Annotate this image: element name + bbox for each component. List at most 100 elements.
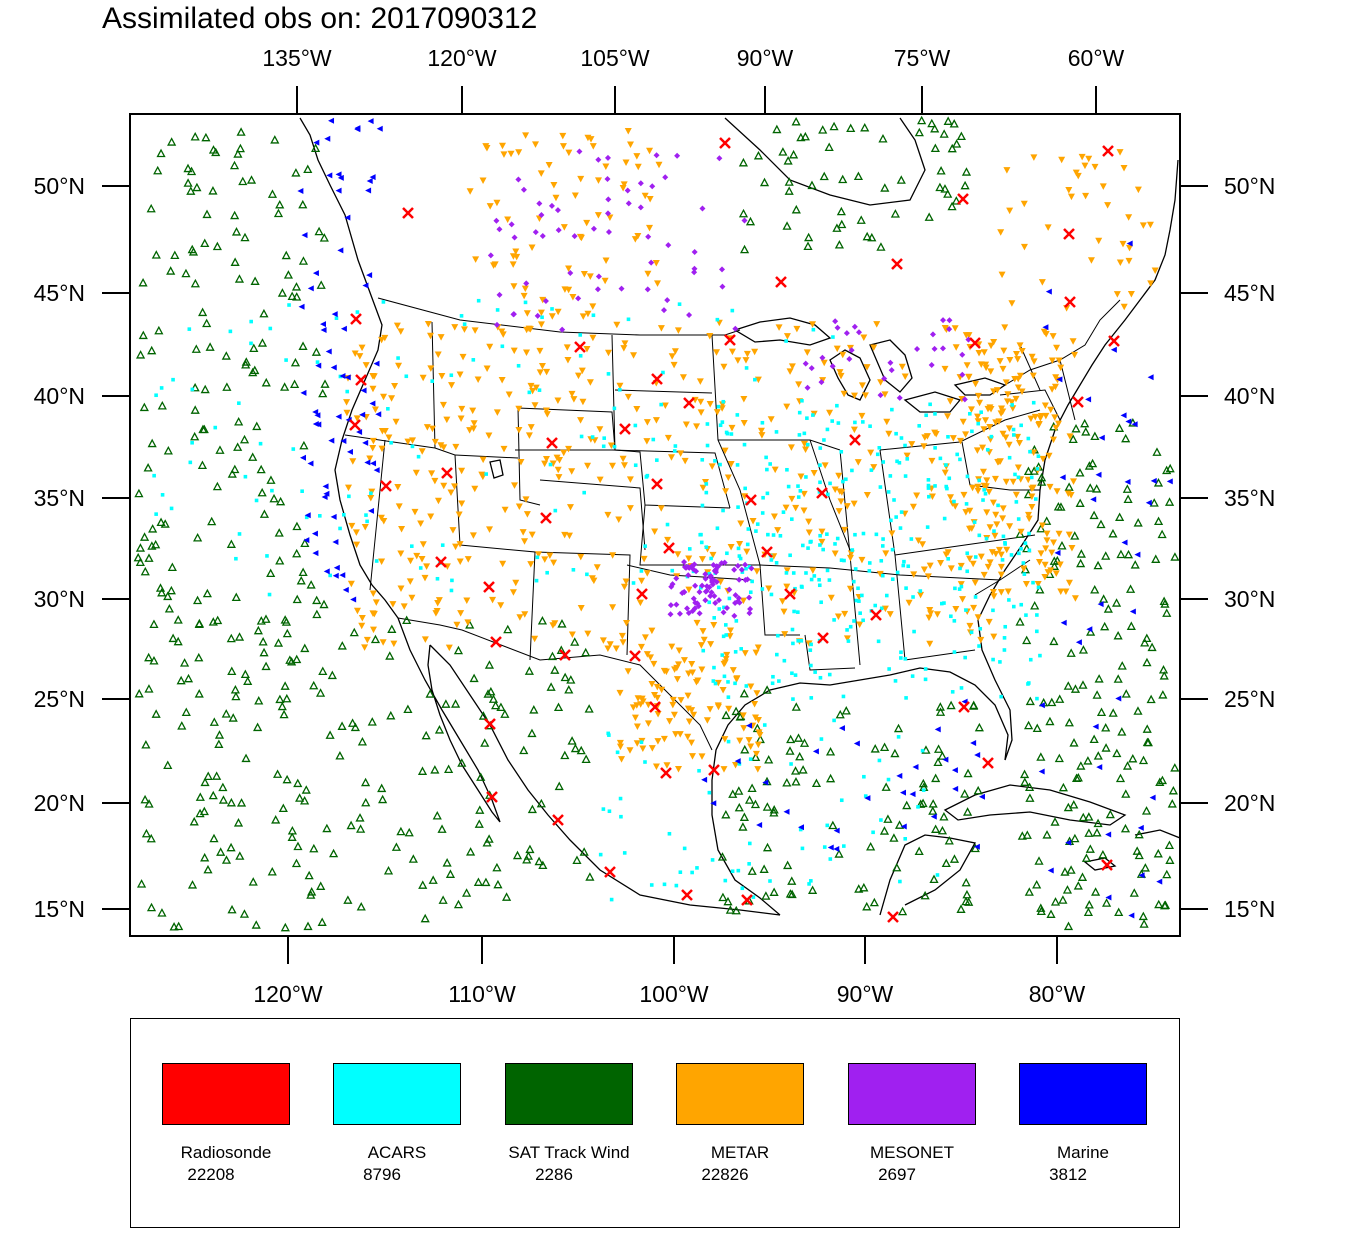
mesonet-marker (715, 597, 722, 604)
acars-marker (374, 559, 379, 563)
metar-marker (933, 611, 941, 618)
sat-track-wind-marker (290, 379, 300, 388)
mesonet-marker (946, 326, 953, 333)
acars-marker (698, 585, 703, 590)
sat-track-wind-marker (1017, 831, 1027, 840)
acars-marker (704, 545, 709, 549)
metar-marker (434, 351, 442, 359)
acars-marker (462, 322, 467, 326)
metar-marker (840, 390, 848, 398)
acars-marker (933, 484, 937, 488)
sat-track-wind-marker (286, 656, 297, 666)
metar-marker (550, 182, 558, 189)
sat-track-wind-marker (133, 552, 143, 562)
sat-track-wind-marker (138, 277, 148, 287)
mesonet-marker (542, 297, 549, 304)
marine-marker (1065, 839, 1072, 846)
legend-item-radiosonde: Radiosonde 22208 (131, 1063, 302, 1184)
acars-marker (585, 572, 589, 577)
sat-track-wind-marker (1046, 909, 1056, 918)
sat-track-wind-marker (1121, 789, 1131, 798)
sat-track-wind-marker (278, 803, 288, 813)
metar-marker (1048, 357, 1056, 365)
metar-marker (886, 611, 894, 618)
marine-marker (1149, 794, 1156, 801)
sat-track-wind-marker (735, 712, 745, 721)
sat-track-wind-marker (164, 604, 174, 613)
lat-label: 30°N (1224, 586, 1275, 612)
metar-marker (1030, 154, 1038, 161)
marine-marker (313, 139, 320, 146)
metar-marker (456, 371, 464, 379)
lon-label: 60°W (1068, 45, 1125, 71)
acars-marker (989, 434, 994, 439)
marine-marker (734, 758, 741, 765)
sat-track-wind-marker (383, 865, 394, 875)
radiosonde-marker (784, 588, 796, 600)
metar-marker (380, 393, 388, 401)
sat-track-wind-marker (564, 685, 574, 694)
metar-marker (358, 622, 366, 630)
acars-marker (796, 484, 800, 488)
sat-track-wind-marker (960, 180, 970, 190)
metar-marker (708, 463, 716, 470)
marine-marker (365, 187, 372, 194)
mesonet-marker (696, 589, 703, 596)
metar-marker (640, 555, 648, 563)
metar-marker (847, 550, 855, 557)
metar-marker (616, 382, 624, 390)
sat-track-wind-marker (826, 773, 836, 783)
metar-marker (372, 599, 380, 606)
metar-marker (714, 703, 722, 711)
mesonet-marker (959, 351, 966, 358)
metar-marker (809, 567, 817, 574)
sat-track-wind-marker (183, 673, 194, 683)
metar-marker (460, 326, 468, 333)
sat-track-wind-marker (939, 129, 949, 138)
acars-marker (609, 897, 614, 902)
metar-marker (1025, 515, 1033, 523)
sat-track-wind-marker (199, 806, 209, 816)
lat-label: 20°N (34, 790, 85, 816)
mesonet-marker (819, 354, 826, 361)
metar-marker (393, 322, 401, 330)
mesonet-marker (719, 266, 726, 273)
legend-swatch (848, 1063, 976, 1125)
metar-marker (615, 516, 623, 524)
marine-marker (339, 373, 346, 380)
sat-track-wind-marker (751, 752, 761, 762)
metar-marker (633, 405, 641, 413)
marine-marker (853, 740, 860, 747)
acars-marker (881, 460, 886, 464)
acars-marker (1017, 551, 1021, 556)
sat-track-wind-marker (933, 757, 943, 767)
acars-marker (590, 435, 595, 439)
acars-marker (386, 406, 390, 411)
sat-track-wind-marker (212, 241, 222, 251)
sat-track-wind-marker (964, 897, 974, 906)
metar-marker (361, 523, 369, 531)
sat-track-wind-marker (280, 922, 290, 932)
sat-track-wind-marker (1093, 751, 1103, 760)
sat-track-wind-marker (1036, 523, 1046, 533)
metar-marker (608, 462, 616, 470)
acars-marker (789, 762, 793, 766)
acars-marker (791, 571, 796, 575)
metar-marker (654, 711, 662, 718)
metar-marker (957, 562, 965, 570)
mesonet-marker (940, 317, 947, 324)
sat-track-wind-marker (1071, 423, 1081, 433)
sat-track-wind-marker (1036, 906, 1046, 915)
metar-marker (471, 327, 479, 334)
acars-marker (404, 374, 409, 379)
metar-marker (443, 416, 451, 424)
metar-marker (877, 379, 885, 386)
acars-marker (863, 794, 868, 798)
legend-label: ACARS (367, 1143, 427, 1162)
acars-marker (739, 647, 743, 651)
sat-track-wind-marker (949, 119, 959, 128)
metar-marker (527, 424, 535, 431)
radiosonde-marker (870, 609, 882, 621)
sat-track-wind-marker (146, 833, 156, 843)
metar-marker (818, 538, 826, 546)
